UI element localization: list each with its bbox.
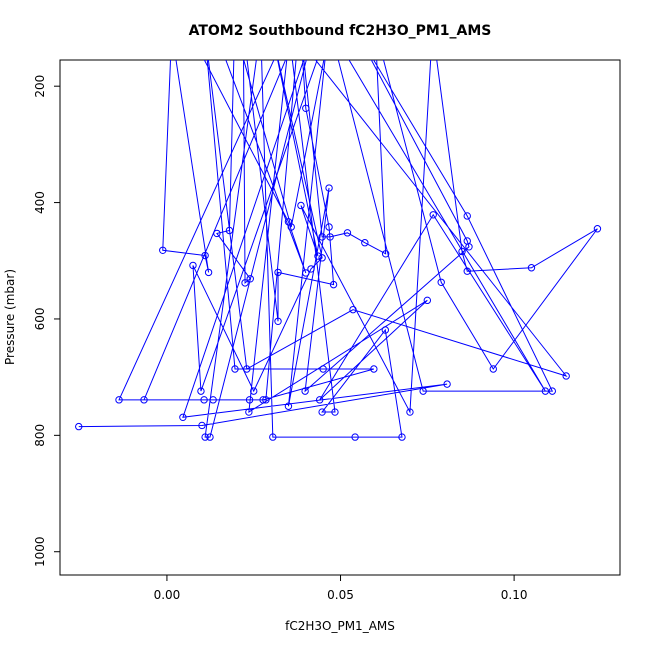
data-point bbox=[302, 269, 310, 277]
data-point bbox=[331, 408, 339, 416]
y-axis-label: Pressure (mbar) bbox=[3, 269, 17, 365]
data-point bbox=[75, 422, 83, 431]
data-point bbox=[169, 25, 175, 31]
data-point bbox=[179, 413, 187, 421]
data-point bbox=[548, 387, 557, 395]
data-point bbox=[302, 104, 310, 112]
series-line bbox=[78, 60, 598, 438]
data-point bbox=[349, 305, 357, 314]
data-point bbox=[245, 408, 253, 416]
data-point bbox=[315, 396, 324, 404]
data-point bbox=[423, 296, 432, 305]
data-point bbox=[189, 261, 197, 270]
data-point bbox=[406, 408, 414, 416]
data-point bbox=[307, 265, 315, 273]
data-point bbox=[443, 380, 451, 388]
data-point bbox=[527, 264, 536, 272]
data-point bbox=[318, 233, 326, 241]
data-point bbox=[198, 421, 206, 430]
data-point bbox=[318, 254, 326, 262]
y-tick-label: 600 bbox=[33, 308, 47, 331]
data-point bbox=[213, 229, 221, 238]
data-point bbox=[140, 396, 148, 404]
data-point bbox=[250, 387, 258, 395]
data-point bbox=[269, 433, 277, 441]
data-point bbox=[204, 268, 213, 277]
data-point bbox=[419, 387, 427, 395]
data-point bbox=[351, 433, 359, 441]
plot-area bbox=[75, 25, 602, 441]
data-point bbox=[489, 365, 497, 373]
data-point bbox=[429, 211, 437, 219]
data-point bbox=[437, 278, 445, 286]
data-point bbox=[314, 252, 322, 260]
data-point bbox=[398, 433, 406, 441]
data-point bbox=[168, 25, 174, 31]
data-point bbox=[318, 408, 326, 416]
data-point bbox=[201, 433, 209, 441]
data-point bbox=[197, 387, 205, 395]
data-point bbox=[284, 402, 293, 410]
data-point bbox=[319, 365, 327, 373]
x-tick-label: 0.10 bbox=[501, 588, 528, 602]
data-point bbox=[243, 365, 251, 373]
data-point bbox=[274, 317, 282, 325]
data-point bbox=[297, 201, 305, 210]
data-point bbox=[458, 247, 466, 256]
data-point bbox=[541, 387, 550, 395]
y-tick-label: 200 bbox=[33, 75, 47, 98]
data-point bbox=[225, 226, 234, 235]
data-point bbox=[562, 372, 570, 380]
data-point bbox=[206, 433, 214, 441]
data-point bbox=[463, 212, 471, 220]
x-axis-label: fC2H3O_PM1_AMS bbox=[285, 619, 395, 633]
data-point bbox=[241, 279, 249, 287]
data-point bbox=[329, 280, 338, 289]
data-point bbox=[200, 396, 208, 404]
data-point bbox=[370, 365, 378, 373]
data-point bbox=[325, 223, 333, 231]
data-point bbox=[463, 267, 471, 275]
data-point bbox=[381, 250, 390, 258]
data-point bbox=[325, 184, 333, 192]
data-point bbox=[201, 251, 209, 260]
data-point bbox=[262, 396, 270, 404]
x-tick-label: 0.05 bbox=[327, 588, 354, 602]
data-point bbox=[159, 246, 167, 254]
data-point bbox=[209, 396, 217, 404]
data-point bbox=[326, 233, 334, 241]
data-point bbox=[343, 229, 352, 237]
data-point bbox=[274, 268, 282, 277]
data-point bbox=[245, 396, 254, 404]
data-point bbox=[361, 239, 369, 247]
data-point bbox=[381, 326, 390, 334]
data-point bbox=[301, 387, 309, 395]
y-tick-label: 1000 bbox=[33, 536, 47, 567]
data-point bbox=[246, 275, 254, 283]
data-point bbox=[231, 365, 239, 373]
data-point bbox=[287, 223, 295, 231]
data-point bbox=[115, 396, 123, 404]
y-tick-label: 800 bbox=[33, 424, 47, 447]
data-point bbox=[593, 225, 602, 233]
plot-frame bbox=[59, 59, 621, 576]
chart-title: ATOM2 Southbound fC2H3O_PM1_AMS bbox=[189, 23, 492, 39]
x-tick-label: 0.00 bbox=[154, 588, 181, 602]
data-point bbox=[259, 396, 267, 404]
y-tick-label: 400 bbox=[33, 191, 47, 214]
data-point bbox=[465, 243, 473, 251]
